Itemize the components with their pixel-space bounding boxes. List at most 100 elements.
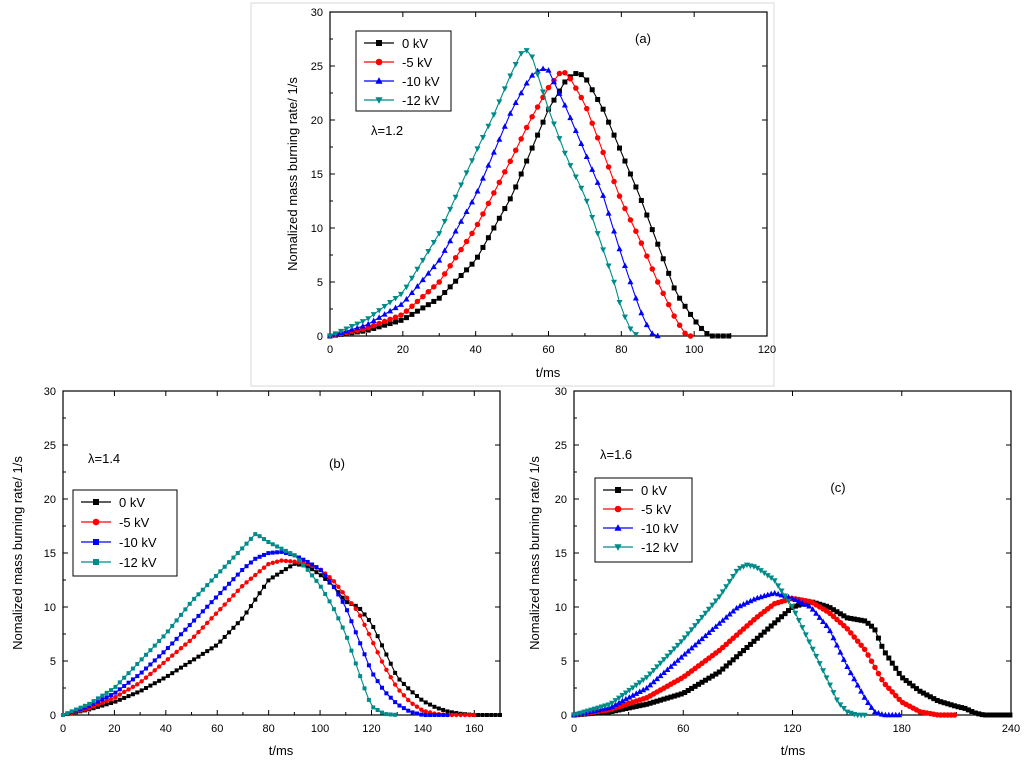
data-point [397,677,402,682]
data-point [121,689,127,695]
y-tick-label: 15 [311,169,323,181]
data-point [952,703,958,709]
data-point [655,241,661,247]
legend: 0 kV -5 kV -10 kV -12 kV [72,489,178,577]
data-point [130,677,135,682]
data-point [187,601,192,606]
legend-marker [93,539,99,545]
data-point [657,660,664,667]
data-point [627,326,634,333]
data-point [130,692,135,697]
data-point [423,713,428,717]
legend-marker [375,97,383,104]
data-point [685,631,692,637]
data-point [638,197,644,203]
data-point [941,700,947,706]
data-point [651,699,657,705]
data-point [869,623,875,629]
legend-marker [614,524,622,531]
data-point [148,683,153,688]
data-point [183,642,188,647]
data-point [795,598,802,604]
data-point [556,90,563,96]
data-point [331,579,337,584]
y-tick-label: 10 [311,223,323,235]
data-point [196,592,201,597]
legend-marker [376,40,382,46]
data-point [196,654,201,659]
data-point [354,321,361,328]
data-point [490,112,497,118]
data-point [126,694,131,699]
data-point [638,309,645,316]
data-point [353,603,358,608]
x-tick-label: 0 [571,723,577,735]
data-point [824,603,830,609]
data-point [643,684,650,691]
data-point [332,331,339,337]
data-point [674,642,681,649]
data-point [692,623,699,629]
data-point [100,697,105,702]
data-point [702,677,708,683]
data-point [100,703,105,708]
data-point [561,150,568,157]
data-point [441,247,448,253]
data-point [148,671,153,677]
data-point [524,158,530,164]
data-point [187,638,192,644]
data-point [792,596,799,602]
data-point [95,699,100,704]
data-point [161,650,166,655]
data-point [244,610,249,615]
data-point [588,707,595,714]
data-point [490,149,497,155]
data-point [854,638,861,644]
data-point [868,704,875,710]
data-point [387,316,393,323]
data-point [507,196,513,202]
data-point [958,705,964,711]
data-point [761,629,767,635]
data-point [594,135,601,141]
data-point [337,328,344,335]
data-point [709,626,716,632]
data-point [340,590,345,595]
data-point [244,541,249,546]
data-point [830,607,836,613]
data-point [431,284,437,290]
data-point [712,598,719,604]
data-point [841,613,847,619]
data-point [734,654,740,660]
data-point [135,690,140,695]
data-point [375,707,380,712]
data-point [540,119,546,125]
data-point [584,708,591,715]
data-point [910,683,916,689]
data-point [370,317,377,324]
data-point [788,603,795,610]
data-point [248,536,253,541]
data-point [643,675,650,681]
data-point [192,657,197,662]
chart-panel-a: 0 20 40 60 80 100 120 0 5 10 15 20 25 30 t/ms Nomalized… [250,2,776,387]
data-point [733,568,740,575]
data-point [301,557,306,562]
data-point [362,652,367,657]
data-point [157,639,162,644]
data-point [834,609,840,615]
data-point [122,675,127,680]
data-point [858,617,864,623]
data-point [723,663,729,669]
data-point [474,146,481,152]
data-point [327,579,332,584]
data-point [605,210,612,216]
data-point [152,668,157,673]
data-point [275,544,280,549]
data-point [428,702,433,707]
data-point [733,604,740,611]
data-point [441,707,446,712]
data-point [463,208,470,215]
data-point [248,604,253,609]
data-point [117,680,122,685]
